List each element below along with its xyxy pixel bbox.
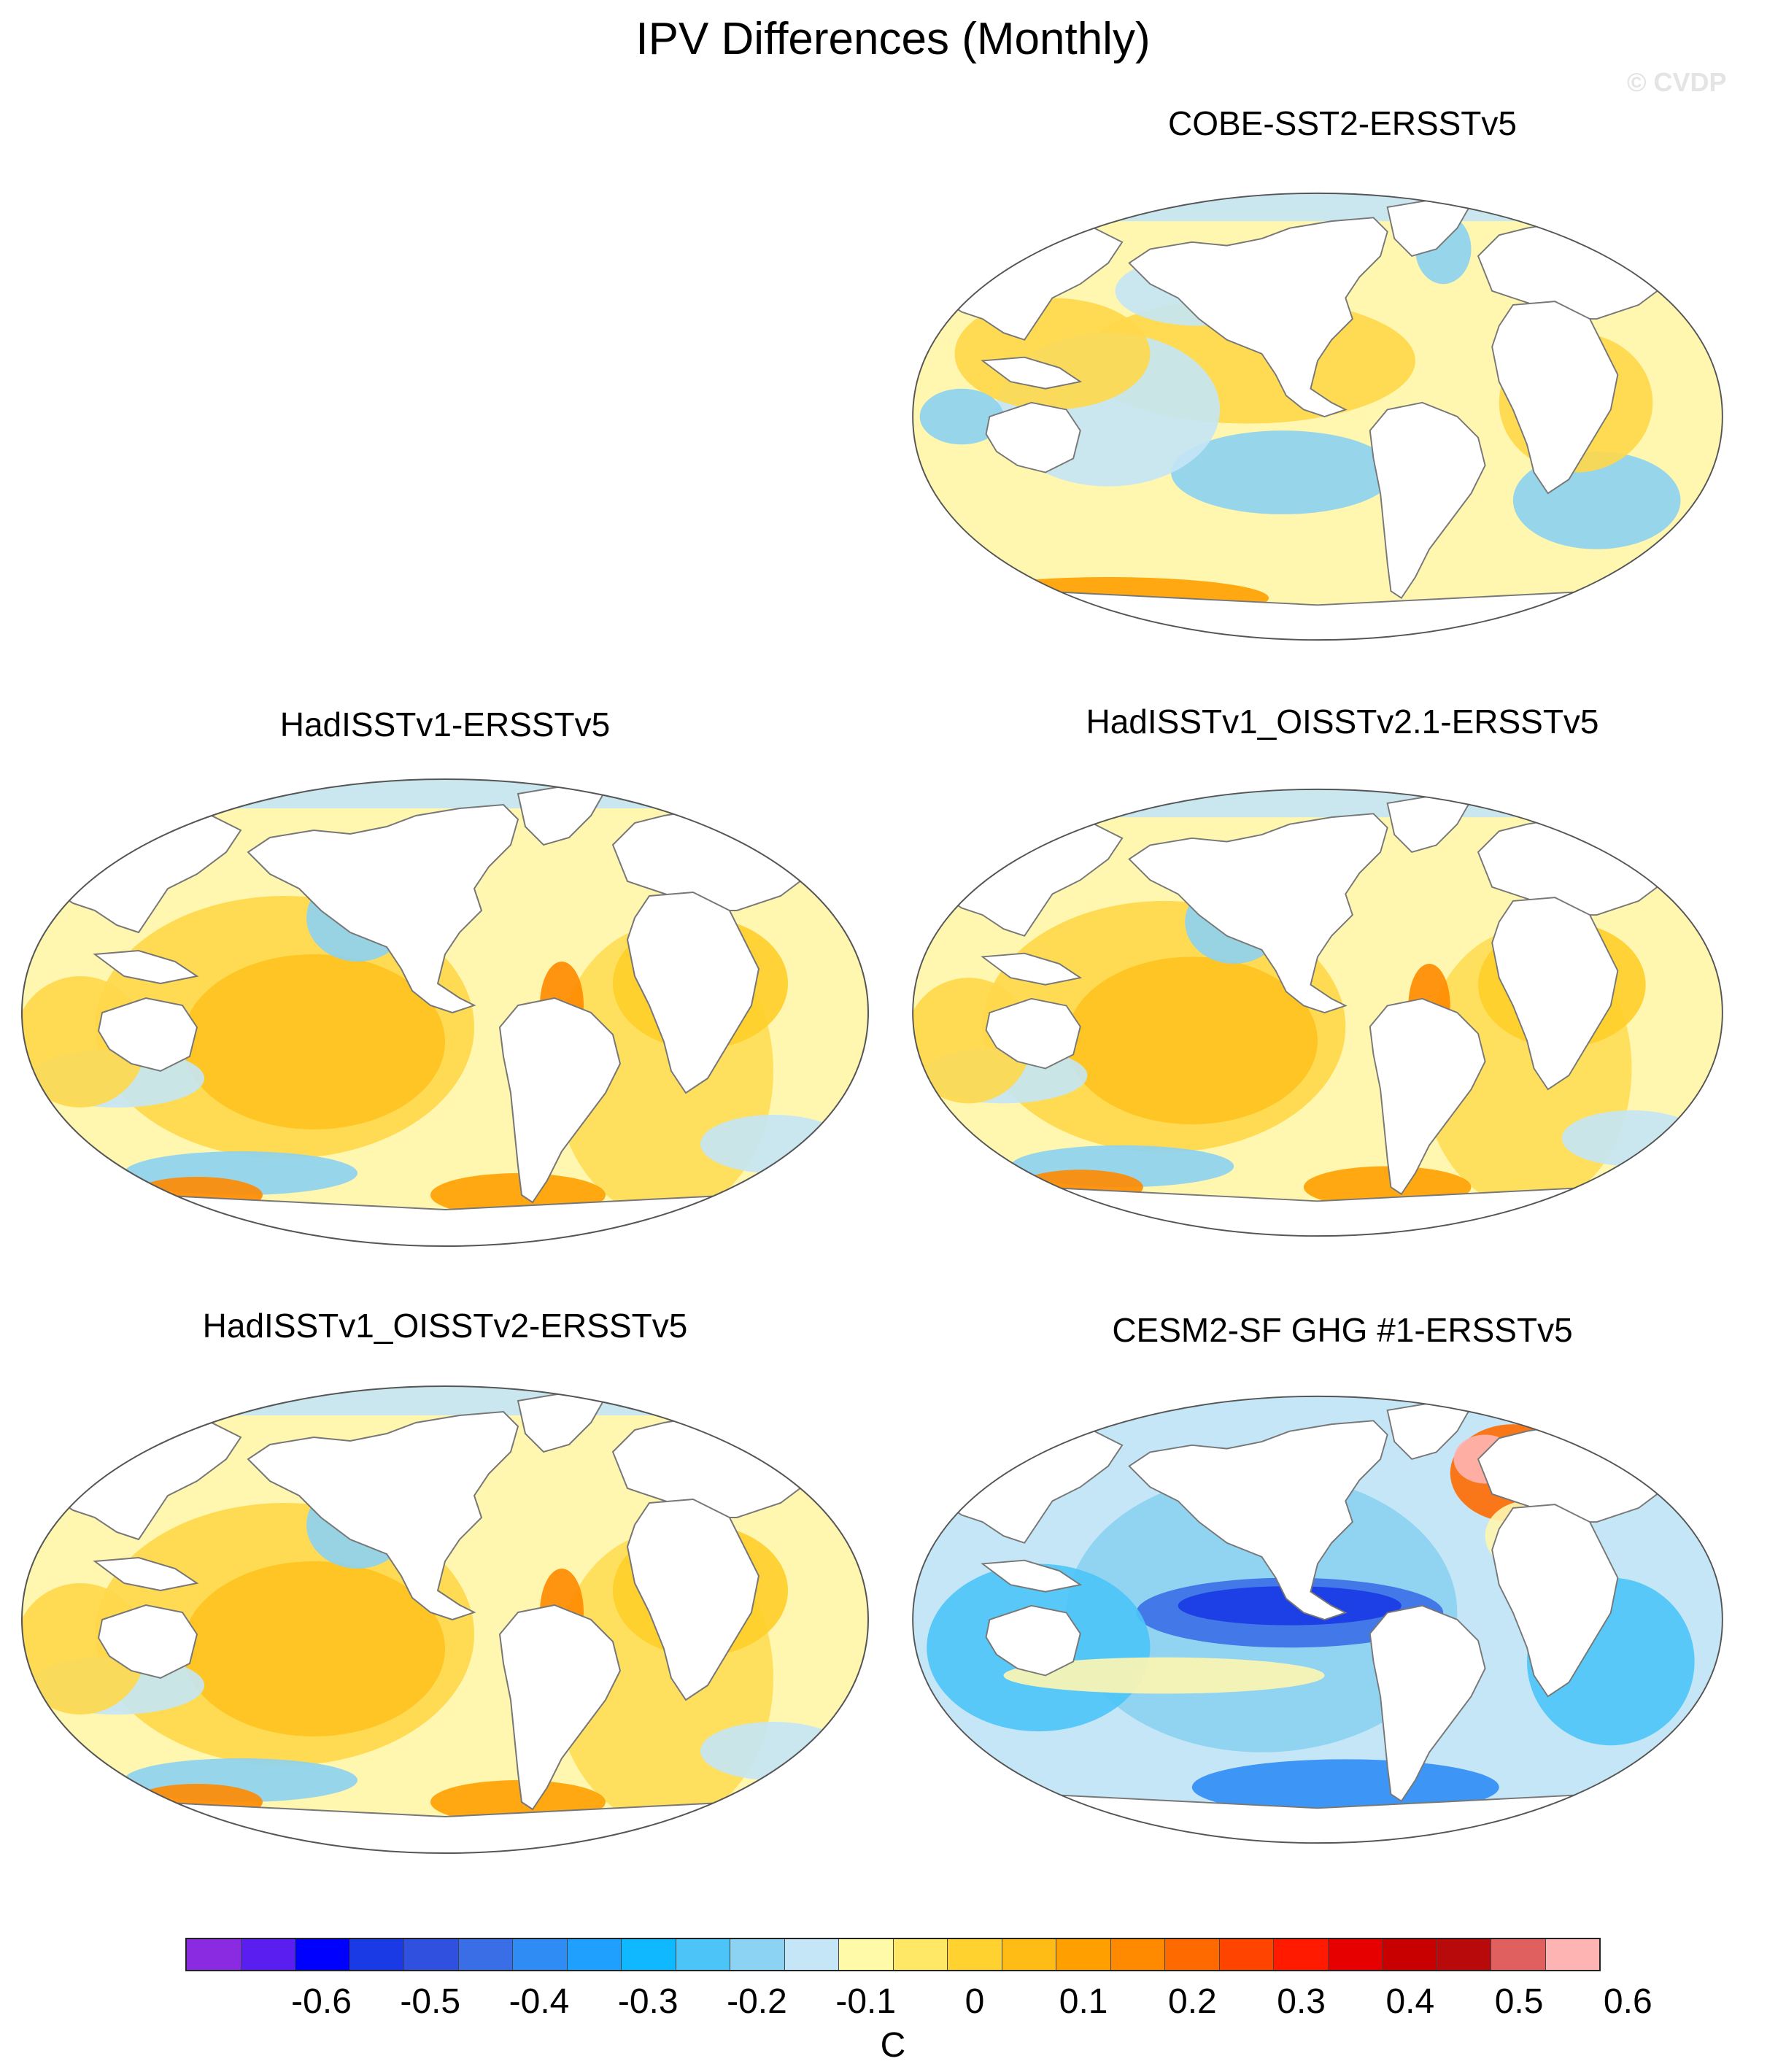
- land-indonesia: [93, 949, 199, 985]
- colorbar-tick-label: -0.5: [400, 1982, 461, 2021]
- colorbar-swatch: [784, 1939, 839, 1970]
- land-australia: [985, 401, 1081, 473]
- panel-title-hadoi21: HadISSTv1_OISSTv2.1-ERSSTv5: [1086, 703, 1599, 741]
- colorbar-swatch: [1002, 1939, 1056, 1970]
- land-northAmerica: [1128, 217, 1388, 418]
- colorbar-swatch: [1328, 1939, 1383, 1970]
- colorbar-swatch: [458, 1939, 513, 1970]
- anomaly-region: [1191, 1759, 1499, 1815]
- land-southAmerica: [498, 1604, 622, 1811]
- colorbar-swatch: [187, 1939, 241, 1970]
- colorbar-tick-label: -0.6: [291, 1982, 352, 2021]
- land-indonesia: [981, 952, 1083, 986]
- land-africa: [626, 1498, 760, 1701]
- land-indonesia: [981, 1559, 1083, 1593]
- land-africa: [626, 891, 760, 1094]
- map-boundary: [912, 1395, 1723, 1844]
- colorbar-swatch: [1383, 1939, 1437, 1970]
- map-panel-hadisst: [20, 778, 870, 1248]
- colorbar-tick-label: -0.2: [727, 1982, 787, 2021]
- map-boundary: [912, 788, 1723, 1237]
- panel-title-cesm: CESM2-SF GHG #1-ERSSTv5: [1112, 1311, 1573, 1349]
- colorbar-swatch: [948, 1939, 1002, 1970]
- panel-title-hadoi2: HadISSTv1_OISSTv2-ERSSTv5: [202, 1307, 688, 1345]
- map-boundary: [20, 778, 870, 1248]
- colorbar: [185, 1938, 1601, 1971]
- land-africa: [1491, 1504, 1619, 1698]
- anomaly-region: [1171, 430, 1395, 514]
- colorbar-swatch: [1491, 1939, 1546, 1970]
- colorbar-swatch: [676, 1939, 730, 1970]
- colorbar-swatch: [1545, 1939, 1599, 1970]
- land-australia: [985, 997, 1081, 1070]
- map-boundary: [20, 1385, 870, 1855]
- page-title: IPV Differences (Monthly): [635, 14, 1151, 64]
- land-northAmerica: [1128, 1420, 1388, 1621]
- map-panel-hadoi2: [20, 1385, 870, 1855]
- watermark: © CVDP: [1627, 67, 1727, 97]
- map-panel-cobe: [912, 192, 1723, 641]
- colorbar-swatch: [1437, 1939, 1491, 1970]
- colorbar-swatch: [1274, 1939, 1329, 1970]
- map-panel-hadoi21: [912, 788, 1723, 1237]
- colorbar-swatch: [349, 1939, 404, 1970]
- anomaly-region: [1066, 956, 1318, 1125]
- colorbar-tick-label: 0.4: [1385, 1982, 1435, 2021]
- land-australia: [97, 997, 198, 1072]
- land-northAmerica: [247, 803, 519, 1014]
- colorbar-swatch: [730, 1939, 785, 1970]
- land-australia: [985, 1604, 1081, 1677]
- colorbar-swatch: [839, 1939, 894, 1970]
- map-panel-cesm: [912, 1395, 1723, 1844]
- colorbar-tick-label: -0.3: [617, 1982, 679, 2021]
- colorbar-swatch: [567, 1939, 622, 1970]
- colorbar-tick-label: -0.4: [509, 1982, 570, 2021]
- colorbar-tick-label: -0.1: [835, 1982, 897, 2021]
- anomaly-region: [1178, 1586, 1402, 1625]
- colorbar-tick-label: 0: [964, 1982, 985, 2021]
- colorbar-tick-label: 0.3: [1277, 1982, 1326, 2021]
- colorbar-swatch: [1056, 1939, 1111, 1970]
- colorbar-swatch: [1219, 1939, 1274, 1970]
- panel-title-hadisst: HadISSTv1-ERSSTv5: [279, 706, 611, 743]
- land-indonesia: [93, 1556, 199, 1592]
- anomaly-region: [182, 1561, 445, 1736]
- land-southAmerica: [498, 997, 622, 1204]
- anomaly-region: [1003, 1657, 1325, 1694]
- anomaly-region: [182, 954, 445, 1129]
- land-southAmerica: [1369, 401, 1486, 600]
- colorbar-swatch: [622, 1939, 676, 1970]
- colorbar-swatch: [513, 1939, 568, 1970]
- colorbar-tick-label: 0.6: [1603, 1982, 1652, 2021]
- land-southAmerica: [1369, 1604, 1486, 1803]
- panel-title-cobe: COBE-SST2-ERSSTv5: [1168, 104, 1517, 142]
- colorbar-tick-label: 0.1: [1059, 1982, 1108, 2021]
- anomaly-region: [919, 388, 1004, 445]
- colorbar-units-label: C: [880, 2026, 906, 2065]
- colorbar-swatch: [893, 1939, 948, 1970]
- land-africa: [1491, 301, 1619, 495]
- colorbar-swatch: [295, 1939, 350, 1970]
- anomaly-region: [947, 592, 1004, 618]
- land-africa: [1491, 897, 1619, 1091]
- colorbar-tick-label: 0.2: [1168, 1982, 1217, 2021]
- land-northAmerica: [247, 1410, 519, 1621]
- land-australia: [97, 1604, 198, 1679]
- colorbar-swatch: [241, 1939, 295, 1970]
- colorbar-swatch: [404, 1939, 459, 1970]
- anomaly-region: [1659, 584, 1716, 612]
- colorbar-tick-label: 0.5: [1494, 1982, 1544, 2021]
- land-southAmerica: [1369, 997, 1486, 1196]
- land-northAmerica: [1128, 813, 1388, 1014]
- map-boundary: [912, 192, 1723, 641]
- colorbar-swatch: [1165, 1939, 1220, 1970]
- land-indonesia: [981, 356, 1083, 390]
- colorbar-swatch: [1110, 1939, 1165, 1970]
